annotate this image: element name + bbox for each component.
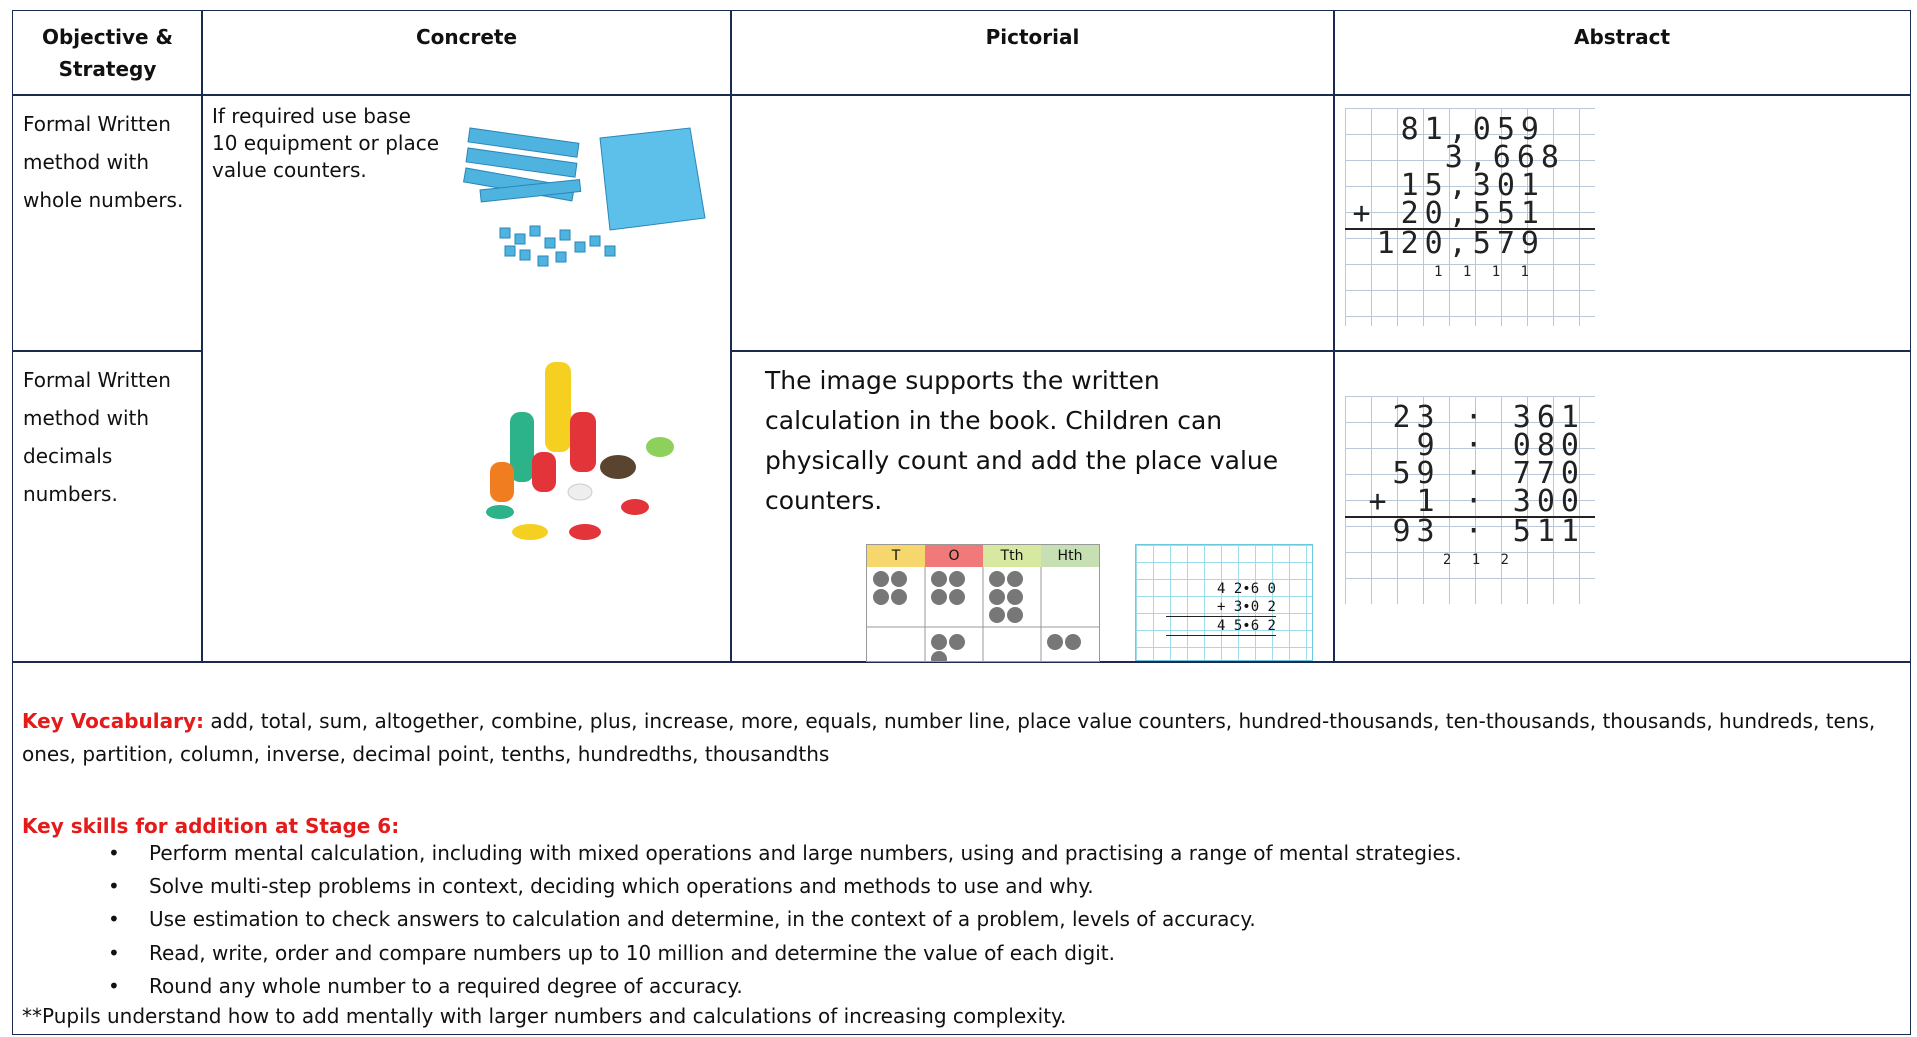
bullet: • [108, 974, 120, 998]
skills-title: Key skills for addition at Stage 6: [22, 814, 400, 838]
bullet: • [108, 941, 120, 965]
vocabulary-text: add, total, sum, altogether, combine, pl… [22, 709, 1876, 766]
header: Objective & Strategy [41, 25, 173, 81]
header: Concrete [415, 25, 518, 49]
carries: 2 1 2 [1442, 552, 1515, 568]
calc-line: 3,668 [1444, 140, 1565, 175]
base-ten-illustration [462, 127, 706, 267]
cell [1333, 350, 1911, 663]
cell [1333, 94, 1911, 352]
bullet: • [108, 841, 120, 865]
counters-illustration [486, 362, 674, 540]
calc-line: + 1 · 300 [1345, 487, 1595, 518]
skill: Perform mental calculation, including wi… [149, 841, 1462, 865]
calc-line: 81,059 [1400, 112, 1545, 147]
cell [730, 94, 1335, 352]
skill: Solve multi-step problems in context, de… [149, 874, 1094, 898]
calc-line: 120,579 [1376, 226, 1545, 261]
pv-header: O [925, 545, 983, 567]
header: Pictorial [985, 25, 1080, 49]
skill: Round any whole number to a required deg… [149, 974, 743, 998]
skill: Read, write, order and compare numbers u… [149, 941, 1116, 965]
objective: Formal Written method with decimals numb… [23, 368, 171, 506]
bullet: • [108, 874, 120, 898]
objective: Formal Written method with whole numbers… [23, 112, 184, 212]
header-cell: Abstract [1333, 10, 1911, 96]
handwritten-calc: 23 · 361 9 · 080 59 · 770 + 1 · 300 93 ·… [1345, 396, 1595, 604]
handwritten-calc: 81,059 3,668 15,301 + 20,551 120,579 1 1… [1345, 108, 1595, 326]
pictorial-text: The image supports the written calculati… [765, 366, 1279, 515]
vocabulary-label: Key Vocabulary: [22, 709, 204, 733]
grid-line-text: + 3•0 2 [1166, 598, 1276, 617]
skill: Use estimation to check answers to calcu… [149, 907, 1256, 931]
cell: The image supports the written calculati… [730, 350, 1335, 663]
bullet: • [108, 907, 120, 931]
calc-line: 9 · 080 [1416, 428, 1585, 463]
carries: 1 1 1 1 [1433, 264, 1535, 280]
calc-line: + 20,551 [1345, 199, 1595, 230]
header-cell: Concrete [201, 10, 732, 96]
pv-header: Tth [983, 545, 1041, 567]
place-value-chart: T O Tth Hth [866, 544, 1100, 662]
header-cell: Objective & Strategy [12, 10, 203, 96]
header-cell: Pictorial [730, 10, 1335, 96]
calc-line: 93 · 511 [1392, 514, 1585, 549]
calc-line: 59 · 770 [1392, 456, 1585, 491]
column-grid: 4 2•6 0 + 3•0 2 4 5•6 2 [1135, 544, 1313, 661]
concrete-text: If required use base 10 equipment or pla… [212, 104, 440, 182]
pv-counters [867, 567, 1099, 661]
header: Abstract [1573, 25, 1671, 49]
calc-line: 15,301 [1400, 168, 1545, 203]
grid-line-text: 4 5•6 2 [1166, 617, 1276, 636]
cell: Formal Written method with decimals numb… [12, 350, 203, 663]
vocabulary: Key Vocabulary: add, total, sum, altoget… [22, 705, 1892, 771]
grid-line-text: 4 2•6 0 [1216, 581, 1276, 597]
cell: If required use base 10 equipment or pla… [201, 94, 732, 663]
note: **Pupils understand how to add mentally … [22, 1004, 1067, 1028]
pv-header: Hth [1041, 545, 1099, 567]
cell: Formal Written method with whole numbers… [12, 94, 203, 352]
pv-header: T [867, 545, 925, 567]
calc-line: 23 · 361 [1392, 400, 1585, 435]
